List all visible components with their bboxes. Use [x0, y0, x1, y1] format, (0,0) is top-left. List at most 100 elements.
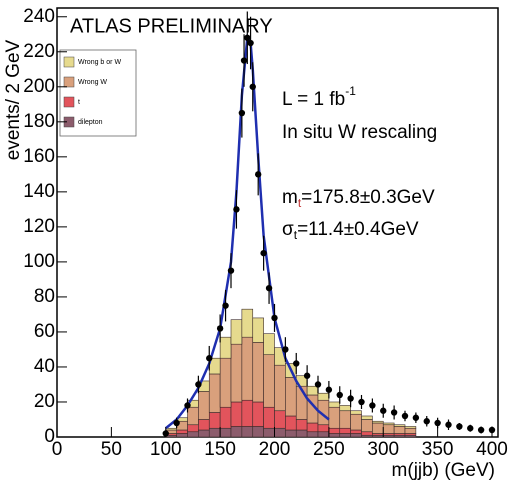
data-point: [282, 346, 289, 353]
histogram-bar: [285, 415, 297, 431]
y-axis-label: events/ 2 GeV: [3, 39, 24, 160]
histogram-bar: [350, 429, 362, 434]
annotation: mt=175.8±0.3GeV: [282, 187, 435, 210]
data-point: [247, 39, 254, 47]
legend-swatch: [63, 76, 75, 88]
y-tick-label: 20: [34, 391, 55, 412]
annotation-text: m: [282, 187, 298, 208]
histogram-bar: [306, 431, 319, 438]
histogram-bar: [317, 424, 330, 433]
x-tick-label: 400: [476, 439, 508, 460]
histogram-bar: [208, 427, 221, 438]
histogram-bar: [176, 433, 188, 438]
chart-title: ATLAS PRELIMINARY: [70, 15, 273, 37]
data-point: [303, 372, 311, 379]
data-point: [293, 360, 300, 367]
histogram-bar: [382, 422, 395, 426]
y-tick-label: 60: [34, 321, 55, 342]
histogram-bar: [219, 406, 232, 429]
histogram-bar: [230, 426, 243, 438]
y-tick-label: 80: [34, 286, 55, 307]
histogram-bar: [339, 433, 351, 438]
annotation-text: L = 1 fb: [282, 89, 345, 110]
data-point: [222, 302, 229, 309]
data-point: [314, 381, 322, 388]
data-point: [336, 391, 343, 399]
data-point: [206, 355, 213, 362]
annotation: In situ W rescaling: [282, 122, 437, 143]
histogram-bar: [285, 377, 297, 417]
x-tick-label: 150: [204, 439, 236, 460]
legend-swatch: [63, 96, 75, 108]
histogram-bar: [274, 364, 286, 412]
x-axis-label: m(jjb) (GeV): [392, 460, 495, 481]
histogram-bar: [361, 431, 373, 436]
histogram-bar: [230, 319, 243, 345]
data-point: [445, 421, 452, 428]
y-tick-label: 200: [23, 76, 55, 97]
histogram-bar: [241, 426, 254, 438]
x-tick-label: 350: [422, 439, 454, 460]
annotation-sub: t: [294, 228, 298, 242]
histogram-bar: [208, 412, 221, 429]
y-tick-label: 40: [34, 356, 55, 377]
data-point: [271, 314, 278, 322]
annotation-sup: -1: [345, 84, 356, 98]
x-tick-label: 0: [52, 439, 63, 460]
histogram-bar: [252, 342, 264, 403]
plot-area: [162, 11, 496, 438]
y-tick-label: 160: [23, 146, 55, 167]
histogram-bar: [361, 419, 373, 433]
data-point: [358, 398, 365, 406]
histogram-bar: [295, 419, 308, 431]
histogram-bar: [295, 429, 308, 438]
histogram-bar: [328, 406, 341, 429]
histogram-bar: [208, 373, 221, 413]
histogram-bar: [328, 401, 341, 408]
data-point: [173, 419, 180, 427]
annotation-text: σ: [282, 219, 294, 240]
annotation-text: =11.4±0.4GeV: [297, 219, 419, 240]
annotation: σt=11.4±0.4GeV: [282, 219, 419, 242]
x-tick-label: 300: [367, 439, 399, 460]
data-point: [325, 386, 333, 393]
y-tick-label: 0: [44, 426, 55, 447]
data-point: [423, 418, 430, 425]
histogram-bar: [339, 405, 351, 412]
data-point: [260, 249, 267, 257]
data-point: [238, 109, 246, 117]
histogram-bar: [219, 357, 232, 408]
histogram-bar: [176, 429, 188, 434]
histogram-bar: [198, 429, 210, 438]
y-tick-label: 220: [23, 41, 55, 62]
histogram-bar: [382, 424, 395, 434]
histogram-bar: [252, 401, 264, 427]
histogram-bar: [306, 385, 319, 396]
data-point: [240, 57, 248, 64]
x-tick-label: 50: [101, 439, 122, 460]
histogram-bar: [317, 431, 330, 438]
legend-label: dilepton: [78, 119, 103, 126]
histogram-bar: [274, 410, 286, 429]
data-point: [401, 412, 409, 420]
data-point: [380, 407, 387, 414]
x-tick-label: 250: [313, 439, 345, 460]
data-point: [195, 381, 202, 388]
histogram-bar: [350, 413, 362, 431]
data-point: [477, 426, 485, 434]
data-point: [412, 414, 420, 421]
histogram-bar: [241, 336, 254, 401]
data-point: [347, 395, 354, 402]
data-point: [254, 171, 262, 178]
histogram-bar: [187, 424, 199, 433]
data-point: [265, 284, 273, 292]
y-tick-label: 240: [23, 6, 55, 27]
histogram-bar: [317, 392, 330, 401]
data-point: [227, 267, 235, 274]
histogram-bar: [187, 406, 199, 426]
histogram-bar: [306, 422, 319, 433]
legend: Wrong b or W Wrong W t dilepton: [59, 49, 137, 137]
histogram-bar: [198, 391, 210, 420]
y-tick-label: 100: [23, 251, 55, 272]
